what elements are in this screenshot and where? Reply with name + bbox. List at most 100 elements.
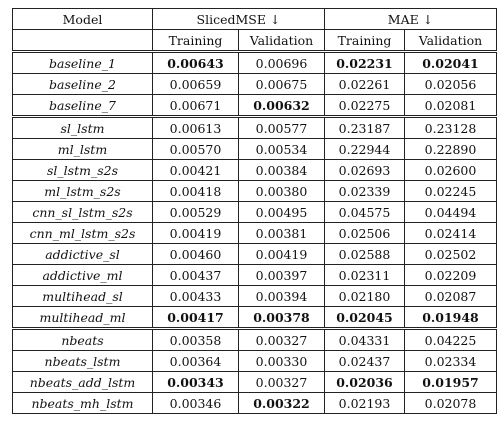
slicedmse-training-cell: 0.00346 — [152, 392, 239, 414]
slicedmse-training-cell: 0.00433 — [152, 285, 239, 307]
mae-training-cell: 0.02311 — [324, 264, 405, 286]
header-validation: Validation — [404, 29, 497, 52]
model-name-cell: nbeats_lstm — [12, 350, 153, 372]
slicedmse-training-cell: 0.00358 — [152, 327, 239, 351]
header-validation: Validation — [238, 29, 325, 52]
mae-training-cell: 0.02275 — [324, 94, 405, 117]
mae-validation-cell: 0.22890 — [404, 138, 497, 160]
table-row: nbeats_mh_lstm 0.00346 0.00322 0.02193 0.020… — [12, 392, 497, 414]
mae-training-cell: 0.02588 — [324, 243, 405, 265]
model-name-cell: multihead_sl — [12, 285, 153, 307]
mae-validation-cell: 0.02041 — [404, 50, 497, 74]
model-name-cell: nbeats_add_lstm — [12, 371, 153, 393]
model-name-cell: ml_lstm_s2s — [12, 180, 153, 202]
slicedmse-training-cell: 0.00659 — [152, 73, 239, 95]
mae-training-cell: 0.04575 — [324, 201, 405, 223]
slicedmse-training-cell: 0.00364 — [152, 350, 239, 372]
slicedmse-training-cell: 0.00419 — [152, 222, 239, 244]
mae-validation-cell: 0.02502 — [404, 243, 497, 265]
table-row: baseline_1 0.00643 0.00696 0.02231 0.02041 — [12, 50, 497, 74]
table-row: baseline_2 0.00659 0.00675 0.02261 0.02056 — [12, 73, 497, 95]
model-name-cell: cnn_ml_lstm_s2s — [12, 222, 153, 244]
model-name-cell: baseline_2 — [12, 73, 153, 95]
mae-validation-cell: 0.02334 — [404, 350, 497, 372]
table-row: nbeats 0.00358 0.00327 0.04331 0.04225 — [12, 327, 497, 351]
mae-validation-cell: 0.02414 — [404, 222, 497, 244]
slicedmse-validation-cell: 0.00381 — [238, 222, 325, 244]
table-row: ml_lstm_s2s 0.00418 0.00380 0.02339 0.02245 — [12, 180, 497, 202]
model-name-cell: sl_lstm — [12, 115, 153, 139]
header-training: Training — [152, 29, 239, 52]
slicedmse-training-cell: 0.00671 — [152, 94, 239, 117]
header-model: Model — [12, 8, 153, 30]
mae-validation-cell: 0.01957 — [404, 371, 497, 393]
model-name-cell: addictive_sl — [12, 243, 153, 265]
slicedmse-validation-cell: 0.00380 — [238, 180, 325, 202]
slicedmse-validation-cell: 0.00327 — [238, 327, 325, 351]
slicedmse-validation-cell: 0.00394 — [238, 285, 325, 307]
slicedmse-training-cell: 0.00570 — [152, 138, 239, 160]
slicedmse-training-cell: 0.00418 — [152, 180, 239, 202]
mae-training-cell: 0.02180 — [324, 285, 405, 307]
mae-validation-cell: 0.02245 — [404, 180, 497, 202]
slicedmse-validation-cell: 0.00495 — [238, 201, 325, 223]
mae-training-cell: 0.02437 — [324, 350, 405, 372]
mae-validation-cell: 0.02081 — [404, 94, 497, 117]
table-row: ml_lstm 0.00570 0.00534 0.22944 0.22890 — [12, 138, 497, 160]
model-name-cell: multihead_ml — [12, 306, 153, 329]
mae-training-cell: 0.02045 — [324, 306, 405, 329]
table-row: cnn_sl_lstm_s2s 0.00529 0.00495 0.04575 0.04… — [12, 201, 497, 223]
slicedmse-validation-cell: 0.00675 — [238, 73, 325, 95]
slicedmse-validation-cell: 0.00534 — [238, 138, 325, 160]
slicedmse-training-cell: 0.00529 — [152, 201, 239, 223]
header-row-groups: Model SlicedMSE ↓ MAE ↓ — [12, 8, 497, 30]
mae-validation-cell: 0.01948 — [404, 306, 497, 329]
slicedmse-validation-cell: 0.00397 — [238, 264, 325, 286]
model-name-cell: nbeats_mh_lstm — [12, 392, 153, 414]
mae-training-cell: 0.02506 — [324, 222, 405, 244]
slicedmse-validation-cell: 0.00378 — [238, 306, 325, 329]
model-name-cell: ml_lstm — [12, 138, 153, 160]
table-row: addictive_ml 0.00437 0.00397 0.02311 0.02209 — [12, 264, 497, 286]
table-row: sl_lstm 0.00613 0.00577 0.23187 0.23128 — [12, 115, 497, 139]
model-name-cell: sl_lstm_s2s — [12, 159, 153, 181]
header-training: Training — [324, 29, 405, 52]
model-name-cell: baseline_7 — [12, 94, 153, 117]
mae-validation-cell: 0.02600 — [404, 159, 497, 181]
slicedmse-validation-cell: 0.00322 — [238, 392, 325, 414]
table-row: cnn_ml_lstm_s2s 0.00419 0.00381 0.02506 0.02… — [12, 222, 497, 244]
table-row: multihead_ml 0.00417 0.00378 0.02045 0.01948 — [12, 306, 497, 329]
model-name-cell: baseline_1 — [12, 50, 153, 74]
mae-training-cell: 0.02231 — [324, 50, 405, 74]
mae-training-cell: 0.23187 — [324, 115, 405, 139]
slicedmse-training-cell: 0.00417 — [152, 306, 239, 329]
mae-validation-cell: 0.02056 — [404, 73, 497, 95]
header-model-empty — [12, 29, 153, 52]
mae-validation-cell: 0.23128 — [404, 115, 497, 139]
mae-training-cell: 0.02036 — [324, 371, 405, 393]
table-row: baseline_7 0.00671 0.00632 0.02275 0.02081 — [12, 94, 497, 117]
mae-validation-cell: 0.04225 — [404, 327, 497, 351]
slicedmse-validation-cell: 0.00327 — [238, 371, 325, 393]
slicedmse-validation-cell: 0.00632 — [238, 94, 325, 117]
slicedmse-validation-cell: 0.00577 — [238, 115, 325, 139]
results-table: Model SlicedMSE ↓ MAE ↓ Training Validat… — [12, 8, 497, 414]
slicedmse-training-cell: 0.00343 — [152, 371, 239, 393]
slicedmse-training-cell: 0.00613 — [152, 115, 239, 139]
mae-validation-cell: 0.02087 — [404, 285, 497, 307]
mae-training-cell: 0.22944 — [324, 138, 405, 160]
header-slicedmse: SlicedMSE ↓ — [152, 8, 325, 30]
results-table-container: Model SlicedMSE ↓ MAE ↓ Training Validat… — [12, 8, 497, 414]
mae-training-cell: 0.02261 — [324, 73, 405, 95]
slicedmse-validation-cell: 0.00330 — [238, 350, 325, 372]
model-name-cell: nbeats — [12, 327, 153, 351]
slicedmse-validation-cell: 0.00384 — [238, 159, 325, 181]
model-name-cell: cnn_sl_lstm_s2s — [12, 201, 153, 223]
model-name-cell: addictive_ml — [12, 264, 153, 286]
slicedmse-training-cell: 0.00421 — [152, 159, 239, 181]
slicedmse-training-cell: 0.00460 — [152, 243, 239, 265]
table-row: nbeats_add_lstm 0.00343 0.00327 0.02036 0.01… — [12, 371, 497, 393]
mae-validation-cell: 0.04494 — [404, 201, 497, 223]
table-row: nbeats_lstm 0.00364 0.00330 0.02437 0.02334 — [12, 350, 497, 372]
slicedmse-training-cell: 0.00643 — [152, 50, 239, 74]
